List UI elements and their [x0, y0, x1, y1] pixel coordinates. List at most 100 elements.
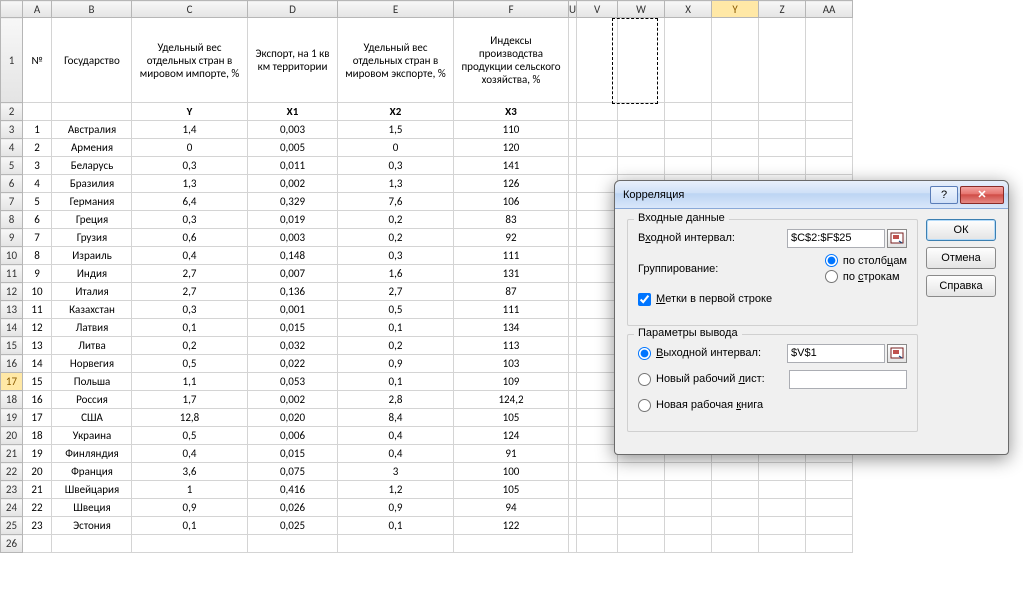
row-header[interactable]: 8 — [1, 211, 23, 229]
cell[interactable]: 0,015 — [248, 319, 338, 337]
cell[interactable]: 1,6 — [338, 265, 454, 283]
cell[interactable]: 0,1 — [338, 517, 454, 535]
cell[interactable]: 19 — [23, 445, 52, 463]
collapse-dialog-icon[interactable] — [887, 344, 907, 363]
cell[interactable]: Бразилия — [52, 175, 132, 193]
cell[interactable]: 0,002 — [248, 175, 338, 193]
cell[interactable]: 110 — [454, 121, 569, 139]
cell[interactable]: 6,4 — [132, 193, 248, 211]
cell[interactable]: 0,005 — [248, 139, 338, 157]
cell[interactable]: Беларусь — [52, 157, 132, 175]
cell[interactable]: 0,148 — [248, 247, 338, 265]
cell[interactable]: 120 — [454, 139, 569, 157]
cell[interactable]: 0,3 — [132, 301, 248, 319]
cell[interactable]: 0,5 — [132, 427, 248, 445]
row-header[interactable]: 12 — [1, 283, 23, 301]
input-range-input[interactable] — [787, 229, 885, 248]
cell[interactable] — [52, 103, 132, 121]
cell[interactable]: 1 — [23, 121, 52, 139]
cell[interactable]: 8,4 — [338, 409, 454, 427]
cell[interactable]: Греция — [52, 211, 132, 229]
cell[interactable]: 20 — [23, 463, 52, 481]
collapse-dialog-icon[interactable] — [887, 229, 907, 248]
cell[interactable]: 109 — [454, 373, 569, 391]
cell[interactable]: 0,1 — [132, 517, 248, 535]
row-header[interactable]: 4 — [1, 139, 23, 157]
col-header[interactable]: A — [23, 1, 52, 18]
cell[interactable]: Экспорт, на 1 кв км территории — [248, 18, 338, 103]
cell[interactable]: 8 — [23, 247, 52, 265]
cell[interactable]: 106 — [454, 193, 569, 211]
row-header[interactable]: 20 — [1, 427, 23, 445]
cell[interactable]: 111 — [454, 301, 569, 319]
cell[interactable]: 0,3 — [338, 157, 454, 175]
row-header[interactable]: 13 — [1, 301, 23, 319]
cell[interactable]: 0,9 — [132, 499, 248, 517]
cell[interactable]: Австралия — [52, 121, 132, 139]
cell[interactable]: Грузия — [52, 229, 132, 247]
cell[interactable]: США — [52, 409, 132, 427]
cell[interactable]: Франция — [52, 463, 132, 481]
cell[interactable]: Эстония — [52, 517, 132, 535]
new-sheet-name-input[interactable] — [789, 370, 907, 389]
cell[interactable]: 0,5 — [132, 355, 248, 373]
cell[interactable]: 21 — [23, 481, 52, 499]
row-header[interactable]: 19 — [1, 409, 23, 427]
checkbox-labels-first-row[interactable] — [638, 293, 651, 306]
cell[interactable]: Литва — [52, 337, 132, 355]
col-header[interactable]: E — [338, 1, 454, 18]
cell[interactable]: Швейцария — [52, 481, 132, 499]
cancel-button[interactable]: Отмена — [926, 247, 996, 269]
row-header[interactable]: 6 — [1, 175, 23, 193]
row-header[interactable]: 11 — [1, 265, 23, 283]
cell[interactable]: 0,007 — [248, 265, 338, 283]
cell[interactable]: 0,4 — [338, 445, 454, 463]
cell[interactable]: 0,416 — [248, 481, 338, 499]
cell[interactable]: 0,9 — [338, 355, 454, 373]
row-header[interactable]: 21 — [1, 445, 23, 463]
cell[interactable]: 0 — [132, 139, 248, 157]
help-button[interactable]: ? — [930, 186, 958, 204]
cell[interactable]: 13 — [23, 337, 52, 355]
cell[interactable]: Казахстан — [52, 301, 132, 319]
close-button[interactable]: ✕ — [960, 186, 1004, 204]
cell[interactable]: 2 — [23, 139, 52, 157]
row-header[interactable]: 22 — [1, 463, 23, 481]
row-header[interactable]: 26 — [1, 535, 23, 553]
cell[interactable]: № — [23, 18, 52, 103]
cell[interactable]: Индия — [52, 265, 132, 283]
cell[interactable]: 5 — [23, 193, 52, 211]
cell[interactable]: 0,3 — [132, 157, 248, 175]
cell[interactable]: 0,003 — [248, 121, 338, 139]
cell[interactable]: 0,020 — [248, 409, 338, 427]
cell[interactable]: 87 — [454, 283, 569, 301]
cell[interactable]: 0,5 — [338, 301, 454, 319]
cell[interactable]: 0,026 — [248, 499, 338, 517]
cell[interactable]: 124,2 — [454, 391, 569, 409]
cell[interactable]: 10 — [23, 283, 52, 301]
cell[interactable]: 6 — [23, 211, 52, 229]
cell[interactable]: X2 — [338, 103, 454, 121]
cell[interactable]: Государство — [52, 18, 132, 103]
cell[interactable]: Армения — [52, 139, 132, 157]
cell[interactable]: 126 — [454, 175, 569, 193]
cell[interactable]: 0,1 — [338, 319, 454, 337]
col-header[interactable]: Y — [712, 1, 759, 18]
radio-new-sheet[interactable] — [638, 373, 651, 386]
grouping-by-rows[interactable]: по строкам — [825, 270, 907, 283]
cell[interactable]: 7,6 — [338, 193, 454, 211]
cell[interactable]: 4 — [23, 175, 52, 193]
cell[interactable]: Италия — [52, 283, 132, 301]
cell[interactable]: 9 — [23, 265, 52, 283]
cell[interactable]: 0,053 — [248, 373, 338, 391]
cell[interactable]: Германия — [52, 193, 132, 211]
row-header[interactable]: 25 — [1, 517, 23, 535]
col-header[interactable]: D — [248, 1, 338, 18]
row-header[interactable]: 1 — [1, 18, 23, 103]
cell[interactable]: 3 — [23, 157, 52, 175]
cell[interactable]: 0,9 — [338, 499, 454, 517]
cell[interactable]: 0,001 — [248, 301, 338, 319]
new-worksheet-option[interactable]: Новый рабочий лист: — [638, 373, 789, 386]
grouping-by-columns[interactable]: по столбцам — [825, 254, 907, 267]
cell[interactable]: 94 — [454, 499, 569, 517]
